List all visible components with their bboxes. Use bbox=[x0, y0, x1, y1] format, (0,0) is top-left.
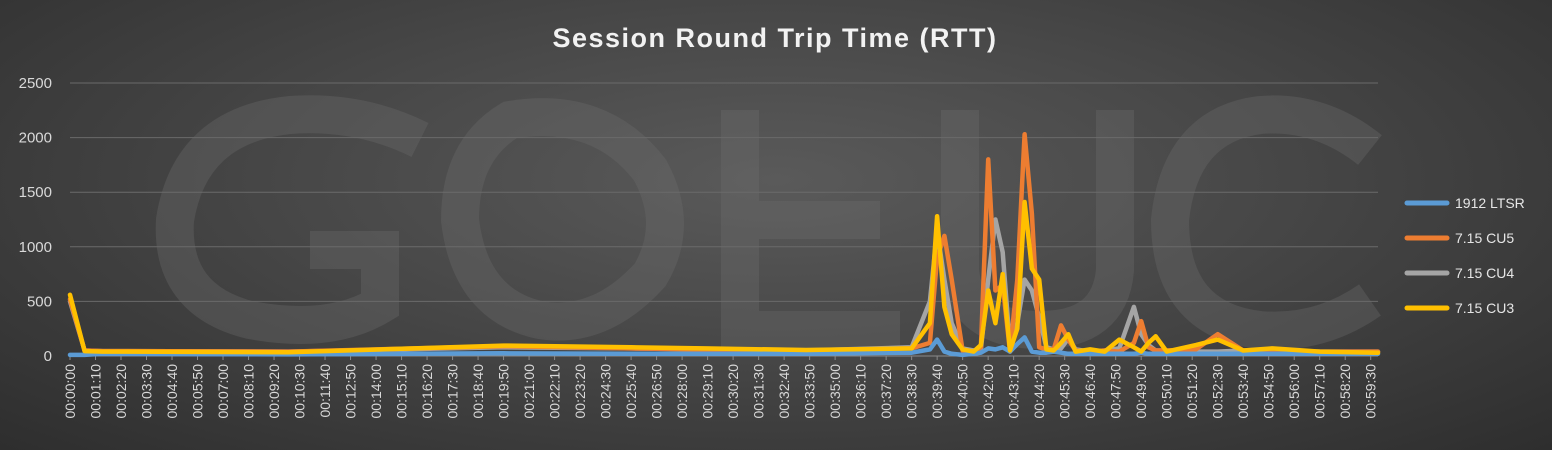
y-tick-label: 1000 bbox=[19, 239, 52, 256]
x-tick-label: 00:05:50 bbox=[190, 364, 206, 419]
x-tick-label: 00:18:40 bbox=[470, 364, 486, 419]
x-tick-label: 00:44:20 bbox=[1031, 364, 1047, 419]
y-tick-label: 1500 bbox=[19, 184, 52, 201]
y-axis-ticks: 0 500 1000 1500 2000 2500 bbox=[19, 75, 52, 365]
x-tick-label: 00:47:50 bbox=[1108, 364, 1124, 419]
x-tick-label: 00:35:00 bbox=[827, 364, 843, 419]
x-tick-label: 00:17:30 bbox=[445, 364, 461, 419]
x-tick-label: 00:59:30 bbox=[1363, 364, 1379, 419]
legend: 1912 LTSR 7.15 CU5 7.15 CU4 7.15 CU3 bbox=[1404, 195, 1525, 316]
series-line-1912-ltsr bbox=[67, 335, 1381, 358]
x-tick-label: 00:10:30 bbox=[292, 364, 308, 419]
x-tick-label: 00:23:20 bbox=[572, 364, 588, 419]
x-tick-label: 00:19:50 bbox=[496, 364, 512, 419]
x-tick-label: 00:25:40 bbox=[623, 364, 639, 419]
series-line-7-15-cu3 bbox=[67, 199, 1381, 355]
x-tick-label: 00:11:40 bbox=[317, 364, 333, 418]
y-tick-label: 0 bbox=[44, 348, 52, 365]
legend-label: 7.15 CU5 bbox=[1455, 230, 1514, 246]
x-axis-ticks: 00:00:00 00:01:10 00:02:20 00:03:30 00:04:40… bbox=[62, 356, 1379, 419]
legend-label: 1912 LTSR bbox=[1455, 195, 1525, 211]
x-tick-label: 00:33:50 bbox=[802, 364, 818, 419]
x-tick-label: 00:31:30 bbox=[751, 364, 767, 419]
x-tick-label: 00:02:20 bbox=[113, 364, 129, 419]
chart-title: Session Round Trip Time (RTT) bbox=[552, 23, 997, 53]
x-tick-label: 00:03:30 bbox=[139, 364, 155, 419]
x-tick-label: 00:56:00 bbox=[1286, 364, 1302, 419]
x-tick-label: 00:09:20 bbox=[266, 364, 282, 419]
x-tick-label: 00:43:10 bbox=[1006, 364, 1022, 419]
x-tick-label: 00:40:50 bbox=[955, 364, 971, 419]
x-tick-label: 00:12:50 bbox=[343, 364, 359, 419]
x-tick-label: 00:04:40 bbox=[164, 364, 180, 419]
x-tick-label: 00:38:30 bbox=[904, 364, 920, 419]
x-tick-label: 00:53:40 bbox=[1235, 364, 1251, 419]
x-tick-label: 00:49:00 bbox=[1133, 364, 1149, 419]
x-tick-label: 00:36:10 bbox=[853, 364, 869, 419]
x-tick-label: 00:28:00 bbox=[674, 364, 690, 419]
x-tick-label: 00:08:10 bbox=[241, 364, 257, 419]
x-tick-label: 00:29:10 bbox=[700, 364, 716, 419]
x-tick-label: 00:16:20 bbox=[419, 364, 435, 419]
x-tick-label: 00:39:40 bbox=[929, 364, 945, 419]
x-tick-label: 00:45:30 bbox=[1057, 364, 1073, 419]
x-tick-label: 00:46:40 bbox=[1082, 364, 1098, 419]
x-tick-label: 00:22:10 bbox=[547, 364, 563, 419]
y-tick-label: 2000 bbox=[19, 130, 52, 147]
x-tick-label: 00:51:20 bbox=[1184, 364, 1200, 419]
x-tick-label: 00:50:10 bbox=[1159, 364, 1175, 419]
x-tick-label: 00:21:00 bbox=[521, 364, 537, 419]
x-tick-label: 00:58:20 bbox=[1337, 364, 1353, 419]
x-tick-label: 00:37:20 bbox=[878, 364, 894, 419]
x-tick-label: 00:57:10 bbox=[1312, 364, 1328, 419]
legend-label: 7.15 CU4 bbox=[1455, 265, 1514, 281]
x-tick-label: 00:42:00 bbox=[980, 364, 996, 419]
legend-label: 7.15 CU3 bbox=[1455, 300, 1514, 316]
y-tick-label: 500 bbox=[27, 293, 52, 310]
x-tick-label: 00:26:50 bbox=[649, 364, 665, 419]
x-tick-label: 00:54:50 bbox=[1261, 364, 1277, 419]
x-tick-label: 00:01:10 bbox=[88, 364, 104, 419]
watermark-logo bbox=[155, 95, 1382, 350]
x-tick-label: 00:32:40 bbox=[776, 364, 792, 419]
x-tick-label: 00:52:30 bbox=[1210, 364, 1226, 419]
x-tick-label: 00:30:20 bbox=[725, 364, 741, 419]
x-tick-label: 00:15:10 bbox=[394, 364, 410, 419]
x-tick-label: 00:14:00 bbox=[368, 364, 384, 419]
x-tick-label: 00:24:30 bbox=[598, 364, 614, 419]
x-tick-label: 00:07:00 bbox=[215, 364, 231, 419]
y-tick-label: 2500 bbox=[19, 75, 52, 92]
x-tick-label: 00:00:00 bbox=[62, 364, 78, 419]
gridlines bbox=[70, 82, 1378, 302]
series-lines bbox=[67, 132, 1381, 358]
